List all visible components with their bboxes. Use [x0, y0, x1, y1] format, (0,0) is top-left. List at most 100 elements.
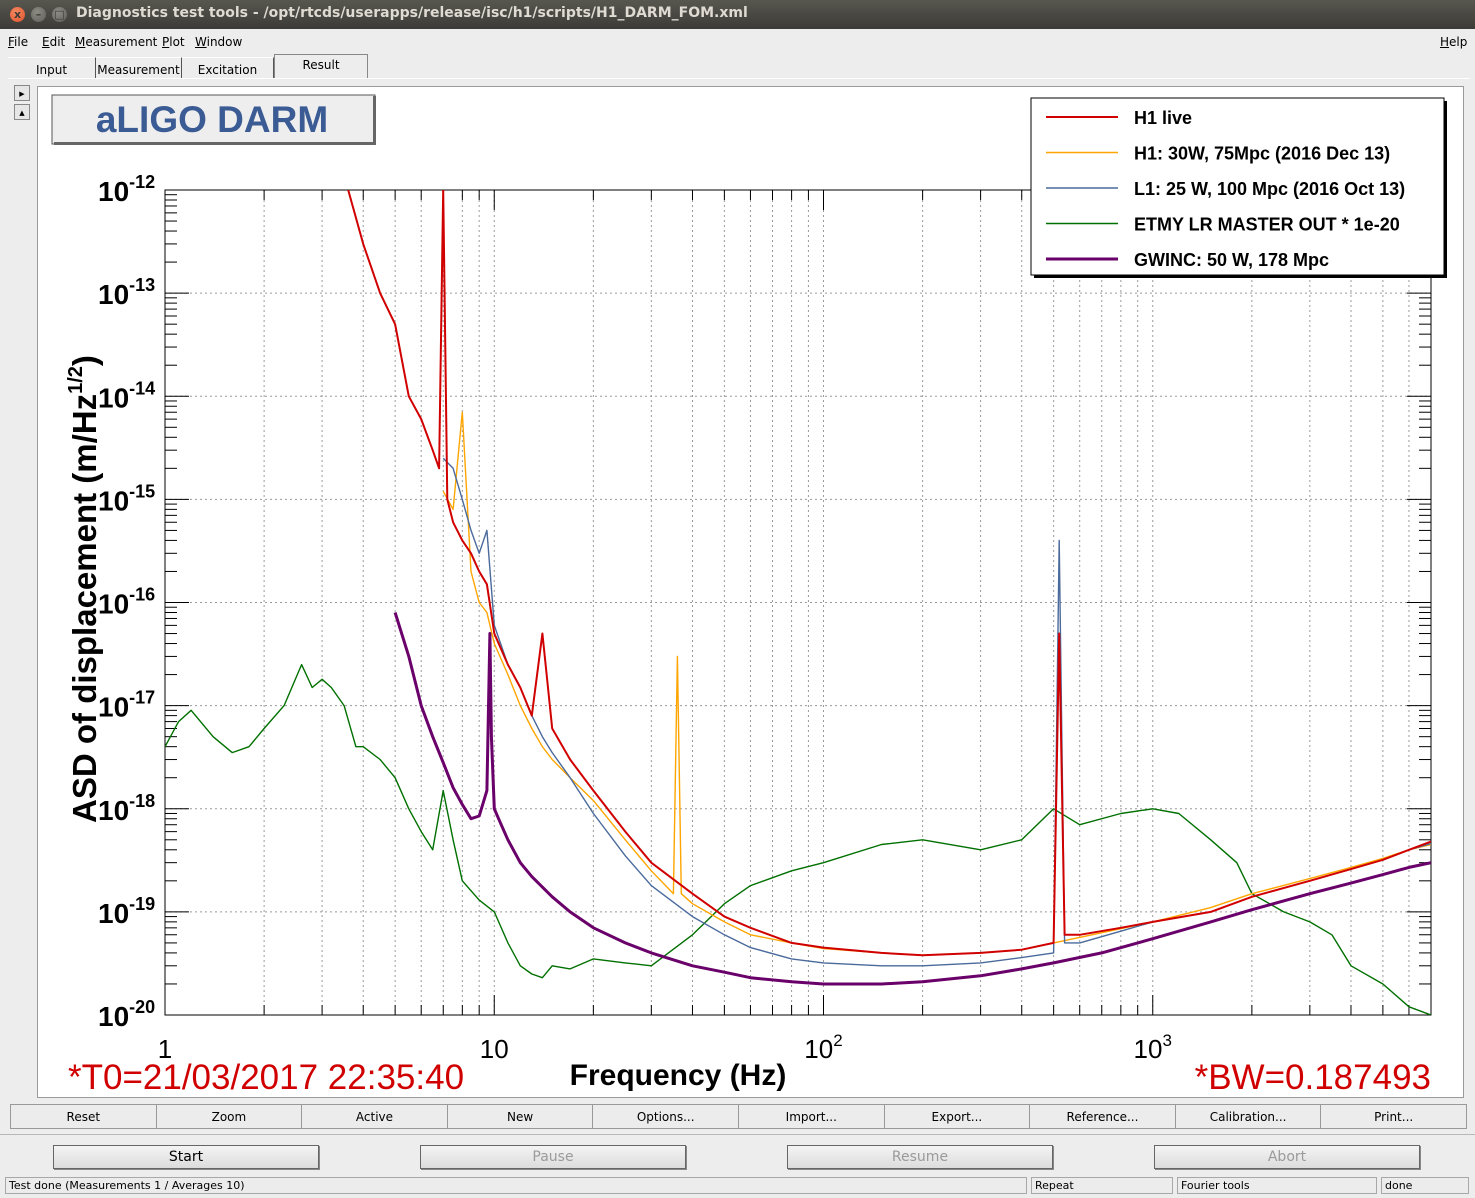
menu-edit[interactable]: Edit: [42, 35, 66, 49]
y-tick-label-exp: -15: [129, 481, 155, 501]
y-tick-label: 10-16: [98, 585, 155, 620]
new-button[interactable]: New: [446, 1104, 594, 1129]
x-tick-label-base: 1: [158, 1034, 172, 1064]
window-title: Diagnostics test tools - /opt/rtcds/user…: [76, 5, 748, 21]
menu-measurement[interactable]: Measurement: [75, 35, 158, 49]
t0-label: *T0=21/03/2017 22:35:40: [68, 1058, 464, 1097]
tab-divider: [8, 78, 1470, 79]
x-tick-label-base: 10: [804, 1034, 833, 1064]
x-tick-label: 102: [804, 1031, 842, 1064]
tab-measurement[interactable]: Measurement: [96, 57, 182, 78]
y-tick-label: 10-20: [98, 997, 155, 1032]
legend-entry: H1 live: [1134, 108, 1192, 128]
plot-button-bar: Reset Zoom Active New Options... Import... Exp…: [10, 1104, 1467, 1129]
y-tick-labels: 10-1210-1310-1410-1510-1610-1710-1810-19…: [98, 172, 155, 1032]
tab-bar: Input Measurement Excitation Result: [8, 54, 1470, 79]
y-tick-label-exp: -13: [129, 275, 155, 295]
plot-title: aLIGO DARM: [96, 99, 328, 140]
menu-help[interactable]: Help: [1440, 35, 1468, 49]
x-tick-label-base: 10: [480, 1034, 509, 1064]
collapse-arrow-icon[interactable]: ▲: [14, 104, 30, 120]
x-tick-label: 103: [1134, 1031, 1172, 1064]
series-line-1: [442, 411, 1431, 956]
x-tick-label-base: 10: [1134, 1034, 1163, 1064]
plot-title-box: aLIGO DARM: [51, 94, 376, 145]
legend: H1 live H1: 30W, 75Mpc (2016 Dec 13) L1: 2…: [1030, 97, 1447, 278]
y-tick-label: 10-12: [98, 172, 155, 207]
legend-entry: ETMY LR MASTER OUT * 1e-20: [1134, 215, 1400, 235]
status-bar: Test done (Measurements 1 / Averages 10)…: [0, 1175, 1475, 1195]
status-repeat: Repeat: [1031, 1177, 1173, 1194]
tab-result[interactable]: Result: [274, 54, 368, 78]
series-group: [165, 190, 1431, 1015]
reference-button[interactable]: Reference...: [1029, 1104, 1176, 1129]
y-tick-label-exp: -14: [129, 378, 155, 398]
plot-canvas[interactable]: 1 10 102 103 10-12 10-13 10-14 10-15 10-16 10-17…: [37, 86, 1464, 1098]
y-tick-label: 10-14: [98, 378, 155, 413]
y-tick-label-base: 10: [98, 485, 129, 516]
y-axis-label: ASD of displacement (m/Hz1/2): [65, 355, 103, 823]
y-tick-label-exp: -19: [129, 894, 155, 914]
start-button[interactable]: Start: [53, 1145, 319, 1169]
series-line-0: [347, 190, 1431, 957]
y-tick-label-base: 10: [98, 589, 129, 620]
y-tick-label: 10-15: [98, 481, 155, 516]
pad-control: ▶ ▲: [14, 85, 32, 125]
y-tick-label-exp: -16: [129, 585, 155, 605]
x-tick-labels: 1 10 102 103: [158, 1031, 1172, 1064]
menubar: File Edit Measurement Plot Window Help: [0, 30, 1475, 52]
y-tick-label-exp: -12: [129, 172, 155, 192]
reset-button[interactable]: Reset: [10, 1104, 157, 1129]
active-button[interactable]: Active: [301, 1104, 448, 1129]
series-line-3: [165, 663, 1431, 1015]
menu-window[interactable]: Window: [195, 35, 243, 49]
separator: [0, 1134, 1475, 1135]
expand-arrow-icon[interactable]: ▶: [14, 85, 30, 101]
legend-entry: L1: 25 W, 100 Mpc (2016 Oct 13): [1134, 179, 1405, 199]
legend-entry: GWINC: 50 W, 178 Mpc: [1134, 250, 1329, 270]
y-axis-label-exp: 1/2: [65, 366, 87, 394]
legend-box: [1030, 97, 1445, 276]
calibration-button[interactable]: Calibration...: [1174, 1104, 1322, 1129]
minimize-window-button[interactable]: –: [31, 7, 46, 22]
resume-button[interactable]: Resume: [787, 1145, 1053, 1169]
legend-entry: H1: 30W, 75Mpc (2016 Dec 13): [1134, 144, 1390, 164]
series-line-2: [442, 457, 1431, 967]
close-window-button[interactable]: x: [10, 7, 25, 22]
plot-grid: [164, 189, 1432, 1016]
print-button[interactable]: Print...: [1320, 1104, 1467, 1129]
svg-text:ASD of displacement (m/Hz1/2): ASD of displacement (m/Hz1/2): [65, 355, 103, 823]
y-tick-label-base: 10: [98, 692, 129, 723]
tab-excitation[interactable]: Excitation: [182, 57, 274, 78]
window-titlebar: x – □ Diagnostics test tools - /opt/rtcd…: [0, 0, 1475, 29]
options-button[interactable]: Options...: [592, 1104, 739, 1129]
y-tick-label-base: 10: [98, 176, 129, 207]
abort-button[interactable]: Abort: [1154, 1145, 1420, 1169]
y-tick-label-base: 10: [98, 898, 129, 929]
y-axis-label-main: ASD of displacement (m/Hz: [66, 394, 103, 823]
zoom-button[interactable]: Zoom: [155, 1104, 303, 1129]
y-tick-label-exp: -18: [129, 791, 155, 811]
tab-input[interactable]: Input: [8, 57, 96, 78]
x-tick-label: 10: [480, 1034, 509, 1064]
x-tick-label: 1: [158, 1034, 172, 1064]
export-button[interactable]: Export...: [883, 1104, 1031, 1129]
pause-button[interactable]: Pause: [420, 1145, 686, 1169]
y-tick-label-base: 10: [98, 1001, 129, 1032]
x-tick-label-exp: 2: [833, 1031, 842, 1050]
asd-plot[interactable]: 1 10 102 103 10-1210-1310-1410-1510-1610-17…: [38, 87, 1463, 1097]
menu-file[interactable]: File: [8, 35, 29, 49]
status-message: Test done (Measurements 1 / Averages 10): [5, 1177, 1027, 1194]
y-tick-label-base: 10: [98, 382, 129, 413]
y-tick-label: 10-18: [98, 791, 155, 826]
y-tick-label-base: 10: [98, 795, 129, 826]
y-tick-label-exp: -17: [129, 688, 155, 708]
bw-label: *BW=0.187493: [1195, 1058, 1431, 1097]
maximize-window-button[interactable]: □: [52, 7, 67, 22]
import-button[interactable]: Import...: [738, 1104, 885, 1129]
status-state: done: [1381, 1177, 1469, 1194]
y-tick-label: 10-19: [98, 894, 155, 929]
x-tick-label-exp: 3: [1162, 1031, 1171, 1050]
menu-plot[interactable]: Plot: [162, 35, 185, 49]
y-tick-label: 10-13: [98, 275, 155, 310]
